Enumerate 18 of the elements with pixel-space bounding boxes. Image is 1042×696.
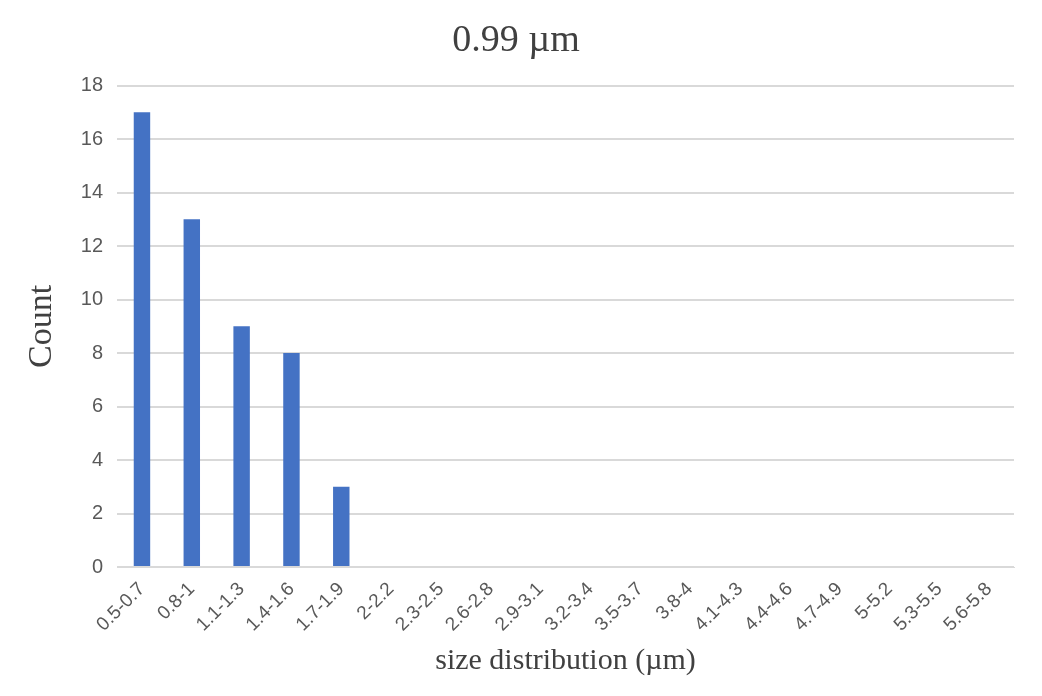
y-tick-label: 16 (80, 126, 104, 149)
y-tick-label: 2 (91, 501, 104, 524)
y-tick-label: 14 (80, 180, 104, 203)
chart-title: 0.99 µm (452, 16, 580, 59)
bar (233, 326, 250, 567)
y-axis-title: Count (21, 284, 59, 368)
y-tick-label: 4 (91, 447, 104, 470)
y-tick-label: 12 (80, 233, 104, 256)
bar (283, 353, 300, 567)
bar (183, 219, 201, 567)
y-tick-label: 8 (91, 340, 104, 363)
y-tick-label: 10 (80, 287, 104, 310)
y-tick-label: 18 (80, 73, 104, 96)
bar (333, 486, 350, 567)
y-tick-label: 0 (91, 554, 104, 577)
bar (133, 112, 151, 567)
x-axis-title: size distribution (µm) (435, 641, 696, 676)
y-tick-label: 6 (91, 394, 104, 417)
